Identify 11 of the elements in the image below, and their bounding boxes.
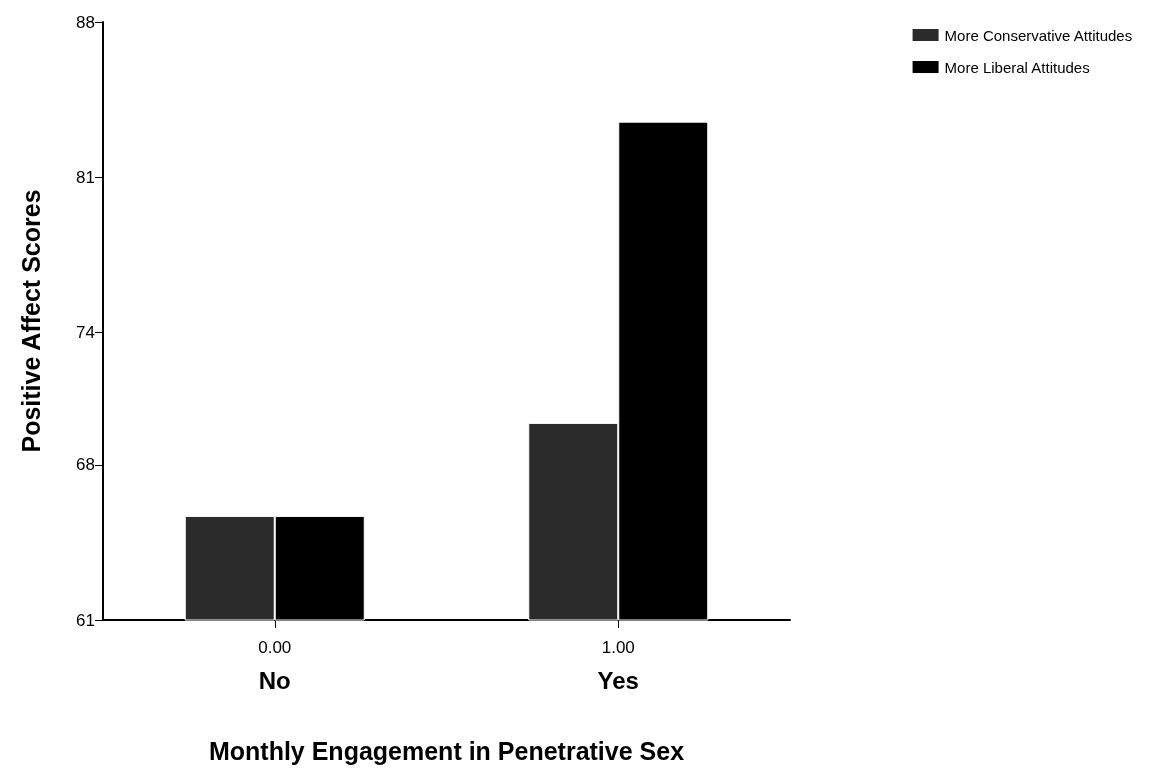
y-tick-label: 88 xyxy=(76,12,95,32)
y-tick-label: 61 xyxy=(76,610,95,630)
y-tick-label: 68 xyxy=(76,455,95,475)
y-tick-label: 81 xyxy=(76,167,95,187)
x-axis-title: Monthly Engagement in Penetrative Sex xyxy=(208,736,685,765)
legend-label: More Conservative Attitudes xyxy=(944,26,1133,44)
legend-label: More Liberal Attitudes xyxy=(944,58,1090,76)
y-axis-title: Positive Affect Scores xyxy=(16,189,45,453)
x-tick-label: 0.00 No xyxy=(258,637,292,694)
y-tick-label: 74 xyxy=(76,322,95,342)
x-tick-label: 1.00 Yes xyxy=(597,637,639,694)
